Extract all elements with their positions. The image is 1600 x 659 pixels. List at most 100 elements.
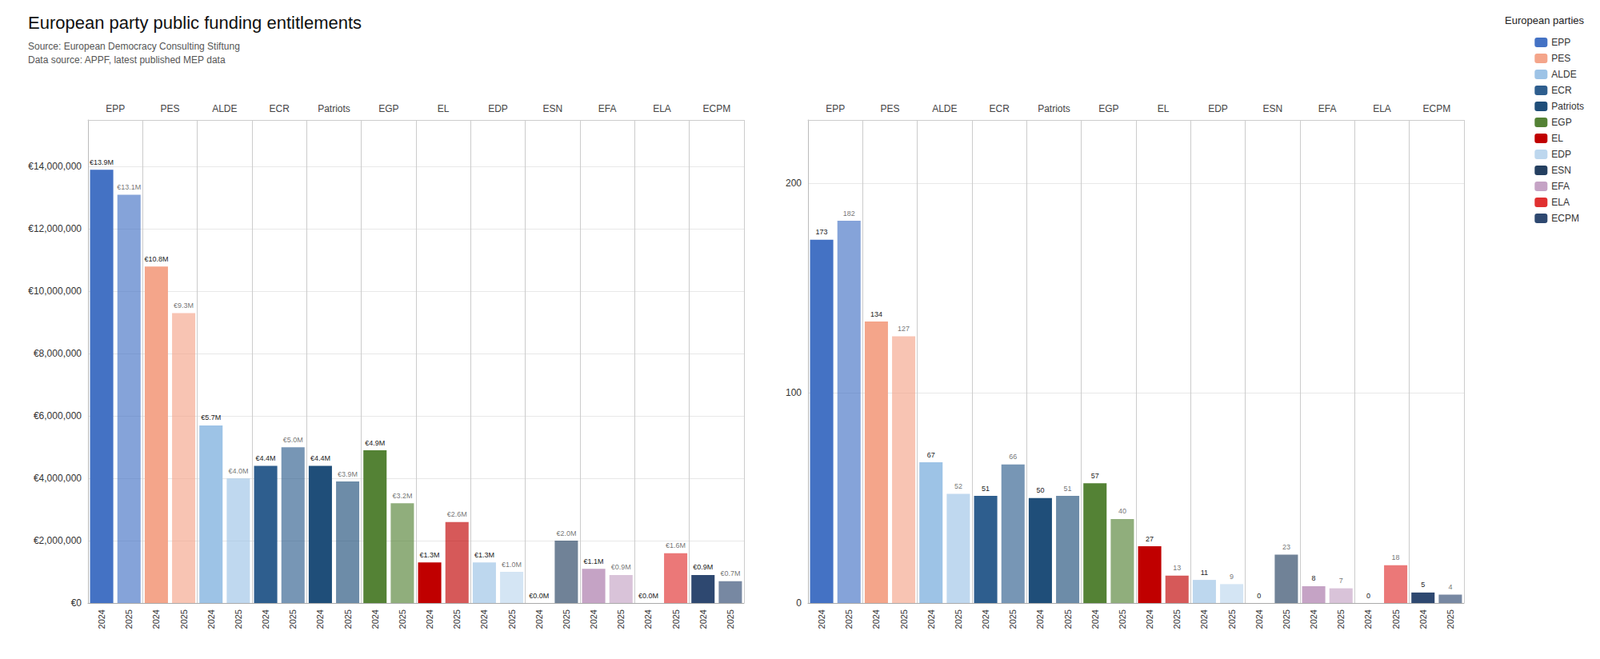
svg-text:€8,000,000: €8,000,000 xyxy=(33,348,82,360)
svg-text:51: 51 xyxy=(1064,484,1072,493)
svg-text:ESN: ESN xyxy=(1262,103,1283,115)
svg-text:2025: 2025 xyxy=(671,609,681,629)
svg-text:€1.3M: €1.3M xyxy=(474,551,495,560)
svg-text:€10.8M: €10.8M xyxy=(144,255,168,264)
svg-text:127: 127 xyxy=(897,324,910,333)
svg-text:€2.6M: €2.6M xyxy=(447,510,468,519)
svg-text:2025: 2025 xyxy=(1391,609,1401,629)
svg-text:€5.7M: €5.7M xyxy=(200,413,221,422)
svg-text:8: 8 xyxy=(1312,574,1316,583)
svg-text:EDP: EDP xyxy=(488,103,508,115)
svg-text:2025: 2025 xyxy=(233,609,244,629)
svg-text:ELA: ELA xyxy=(1372,103,1392,115)
svg-text:2024: 2024 xyxy=(1144,609,1155,629)
svg-text:EPP: EPP xyxy=(825,103,845,115)
svg-text:2025: 2025 xyxy=(1008,609,1018,629)
svg-text:ELA: ELA xyxy=(652,103,672,115)
svg-text:40: 40 xyxy=(1118,507,1127,516)
svg-text:EPP: EPP xyxy=(1551,36,1571,48)
svg-text:€3.2M: €3.2M xyxy=(392,492,412,500)
svg-text:2025: 2025 xyxy=(397,609,408,629)
svg-text:2024: 2024 xyxy=(871,609,881,629)
svg-text:EGP: EGP xyxy=(1098,103,1119,115)
svg-text:EFA: EFA xyxy=(1551,180,1570,192)
svg-text:ALDE: ALDE xyxy=(1551,68,1576,80)
svg-text:€1.1M: €1.1M xyxy=(584,557,604,566)
svg-text:€0.9M: €0.9M xyxy=(692,563,713,572)
svg-text:€0.9M: €0.9M xyxy=(611,563,632,572)
svg-text:Source: European Democracy Con: Source: European Democracy Consulting St… xyxy=(28,40,240,52)
svg-text:€9.3M: €9.3M xyxy=(173,301,194,310)
svg-text:EPP: EPP xyxy=(105,103,125,115)
svg-text:2024: 2024 xyxy=(926,609,936,629)
svg-text:2024: 2024 xyxy=(1418,609,1428,629)
svg-text:2025: 2025 xyxy=(953,609,964,629)
svg-text:23: 23 xyxy=(1282,543,1291,552)
svg-text:2025: 2025 xyxy=(1172,609,1182,629)
svg-text:PES: PES xyxy=(880,103,900,115)
svg-text:51: 51 xyxy=(981,484,990,493)
svg-text:2025: 2025 xyxy=(343,609,353,629)
svg-text:2025: 2025 xyxy=(452,609,462,629)
svg-text:2024: 2024 xyxy=(1308,609,1319,629)
svg-text:€4.0M: €4.0M xyxy=(228,467,248,476)
svg-text:€13.9M: €13.9M xyxy=(89,158,114,167)
svg-text:134: 134 xyxy=(870,310,883,319)
svg-text:13: 13 xyxy=(1172,564,1181,572)
svg-text:100: 100 xyxy=(785,387,802,399)
svg-text:2025: 2025 xyxy=(561,609,572,629)
svg-text:€4.4M: €4.4M xyxy=(256,454,276,463)
svg-text:2025: 2025 xyxy=(507,609,517,629)
svg-text:66: 66 xyxy=(1008,452,1017,461)
svg-text:2025: 2025 xyxy=(1063,609,1073,629)
svg-text:11: 11 xyxy=(1200,568,1208,577)
svg-text:4: 4 xyxy=(1448,583,1452,592)
svg-text:EFA: EFA xyxy=(598,103,617,115)
svg-text:200: 200 xyxy=(785,177,802,189)
svg-text:PES: PES xyxy=(1551,52,1571,64)
svg-text:2024: 2024 xyxy=(424,609,435,629)
svg-text:ALDE: ALDE xyxy=(212,103,237,115)
svg-text:7: 7 xyxy=(1339,576,1344,585)
svg-text:2024: 2024 xyxy=(698,609,708,629)
svg-text:€4.4M: €4.4M xyxy=(310,454,331,463)
svg-text:9: 9 xyxy=(1229,572,1234,581)
svg-text:2025: 2025 xyxy=(1445,609,1456,629)
svg-text:2024: 2024 xyxy=(151,609,161,629)
svg-text:2024: 2024 xyxy=(479,609,489,629)
svg-text:€1.3M: €1.3M xyxy=(420,551,440,560)
svg-text:2024: 2024 xyxy=(816,609,827,629)
svg-text:€0.7M: €0.7M xyxy=(720,569,740,578)
svg-text:2024: 2024 xyxy=(260,609,271,629)
svg-text:18: 18 xyxy=(1392,553,1400,562)
svg-text:EDP: EDP xyxy=(1551,148,1572,160)
svg-text:€0: €0 xyxy=(71,597,83,609)
svg-text:€2,000,000: €2,000,000 xyxy=(33,535,82,547)
svg-text:EGP: EGP xyxy=(1551,116,1572,128)
svg-text:EL: EL xyxy=(1551,132,1564,144)
svg-text:European parties: European parties xyxy=(1504,14,1585,27)
svg-text:5: 5 xyxy=(1420,580,1425,589)
svg-text:2024: 2024 xyxy=(370,609,380,629)
svg-text:0: 0 xyxy=(1366,592,1371,600)
svg-text:ECR: ECR xyxy=(988,103,1010,115)
svg-text:ESN: ESN xyxy=(1551,164,1572,176)
svg-text:67: 67 xyxy=(927,451,936,460)
svg-text:182: 182 xyxy=(843,209,856,218)
svg-text:2024: 2024 xyxy=(980,609,991,629)
svg-text:2025: 2025 xyxy=(1227,609,1237,629)
svg-text:27: 27 xyxy=(1145,535,1154,544)
svg-text:€6,000,000: €6,000,000 xyxy=(33,410,82,422)
svg-text:PES: PES xyxy=(160,103,180,115)
svg-text:0: 0 xyxy=(796,597,802,609)
svg-text:2025: 2025 xyxy=(288,609,298,629)
svg-text:2025: 2025 xyxy=(725,609,736,629)
svg-text:2025: 2025 xyxy=(179,609,189,629)
svg-text:ECPM: ECPM xyxy=(1422,103,1451,115)
svg-text:€10,000,000: €10,000,000 xyxy=(28,285,82,297)
svg-text:ALDE: ALDE xyxy=(932,103,957,115)
svg-text:2024: 2024 xyxy=(206,609,216,629)
svg-text:ECR: ECR xyxy=(1551,84,1572,96)
svg-text:2025: 2025 xyxy=(616,609,626,629)
svg-text:EFA: EFA xyxy=(1318,103,1337,115)
